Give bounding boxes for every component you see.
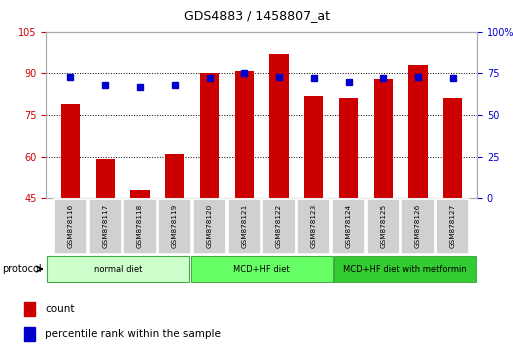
Text: GSM878116: GSM878116 [68,204,73,248]
Text: GSM878120: GSM878120 [207,204,212,248]
Bar [408,65,427,323]
FancyBboxPatch shape [436,199,469,254]
Text: protocol: protocol [3,264,42,274]
FancyBboxPatch shape [297,199,330,254]
Text: percentile rank within the sample: percentile rank within the sample [45,329,221,339]
Text: GSM878127: GSM878127 [450,204,456,248]
Bar [304,96,323,323]
Bar [234,71,254,323]
Bar [269,54,288,323]
FancyBboxPatch shape [334,256,477,282]
FancyBboxPatch shape [401,199,435,254]
Text: MCD+HF diet: MCD+HF diet [233,264,290,274]
Bar [165,154,184,323]
Text: GSM878125: GSM878125 [380,204,386,248]
Text: GSM878122: GSM878122 [276,204,282,248]
Bar [130,190,150,323]
Text: GSM878121: GSM878121 [241,204,247,248]
Text: GSM878118: GSM878118 [137,204,143,248]
FancyBboxPatch shape [123,199,156,254]
Bar [61,104,80,323]
Text: GSM878117: GSM878117 [102,204,108,248]
FancyBboxPatch shape [193,199,226,254]
FancyBboxPatch shape [190,256,333,282]
Bar [24,302,35,316]
FancyBboxPatch shape [158,199,191,254]
FancyBboxPatch shape [228,199,261,254]
Text: GSM878119: GSM878119 [172,204,177,248]
Text: GSM878126: GSM878126 [415,204,421,248]
Bar [339,98,358,323]
Text: GDS4883 / 1458807_at: GDS4883 / 1458807_at [184,9,329,22]
FancyBboxPatch shape [47,256,189,282]
FancyBboxPatch shape [367,199,400,254]
FancyBboxPatch shape [262,199,295,254]
Bar [373,79,393,323]
Bar [96,159,115,323]
FancyBboxPatch shape [54,199,87,254]
FancyBboxPatch shape [89,199,122,254]
Text: GSM878124: GSM878124 [346,204,351,248]
Text: MCD+HF diet with metformin: MCD+HF diet with metformin [343,264,467,274]
Bar [24,327,35,341]
FancyBboxPatch shape [332,199,365,254]
Text: normal diet: normal diet [94,264,142,274]
Bar [200,74,219,323]
Text: GSM878123: GSM878123 [311,204,317,248]
Bar [443,98,462,323]
Text: count: count [45,304,75,314]
